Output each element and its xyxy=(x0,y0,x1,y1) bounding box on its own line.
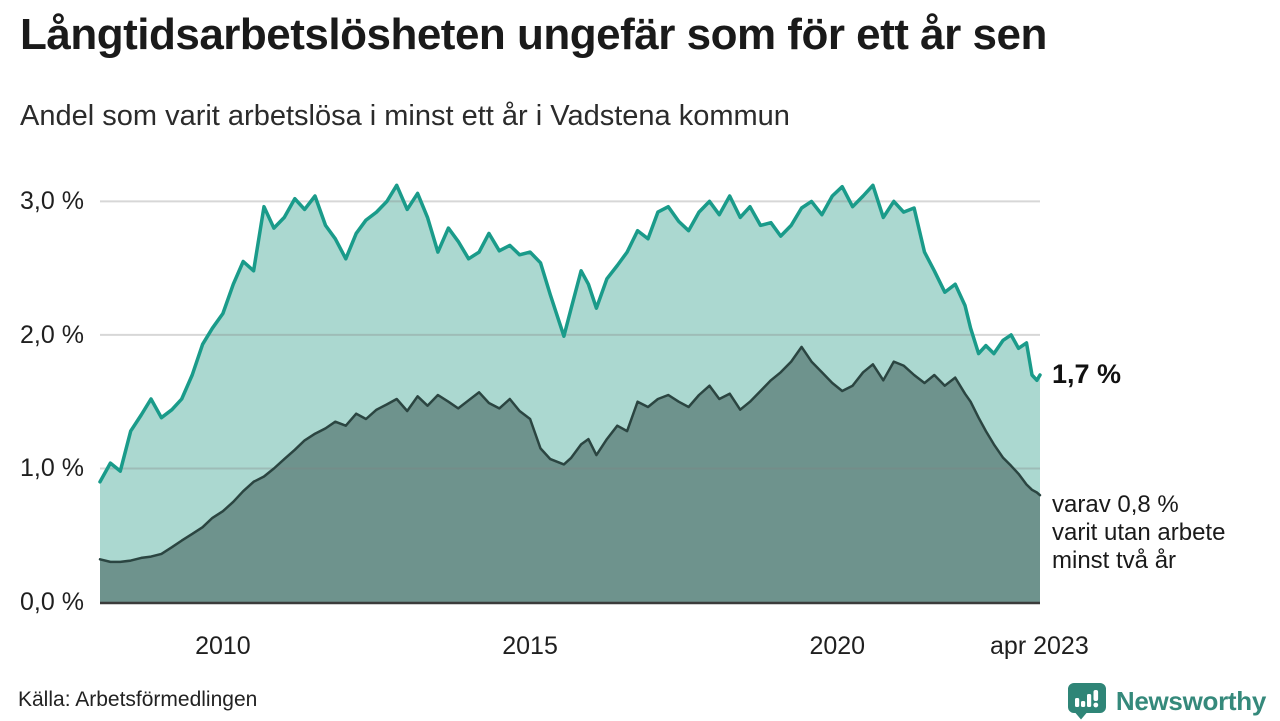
y-tick-label: 3,0 % xyxy=(20,187,84,216)
x-tick-label: 2020 xyxy=(809,632,866,660)
series-end-note: varav 0,8 % varit utan arbete minst två … xyxy=(1052,491,1225,575)
series-end-value-label: 1,7 % xyxy=(1052,358,1122,389)
series-end-note-line: varav 0,8 % xyxy=(1052,491,1179,519)
y-tick-label: 0,0 % xyxy=(20,588,84,616)
series-end-note-line: varit utan arbete xyxy=(1052,519,1226,547)
newsworthy-logo: Newsworthy xyxy=(1067,681,1266,721)
y-tick-label: 2,0 % xyxy=(20,320,84,349)
source-caption: Källa: Arbetsförmedlingen xyxy=(18,688,258,711)
newsworthy-bar-chart-bubble-icon xyxy=(1067,683,1106,720)
series-end-note-line: minst två år xyxy=(1052,547,1177,575)
brand-wordmark: Newsworthy xyxy=(1115,685,1266,716)
area-fill-1 xyxy=(100,346,1040,602)
chart-subtitle: Andel som varit arbetslösa i minst ett å… xyxy=(20,100,790,132)
y-tick-label: 1,0 % xyxy=(20,454,84,483)
x-tick-label: 2015 xyxy=(502,632,558,660)
series-line-0 xyxy=(98,183,1042,484)
x-tick-label: 2010 xyxy=(195,632,251,660)
series-line-1 xyxy=(98,345,1042,564)
chart-title: Långtidsarbetslösheten ungefär som för e… xyxy=(20,10,1047,59)
x-tick-label: apr 2023 xyxy=(990,632,1089,660)
